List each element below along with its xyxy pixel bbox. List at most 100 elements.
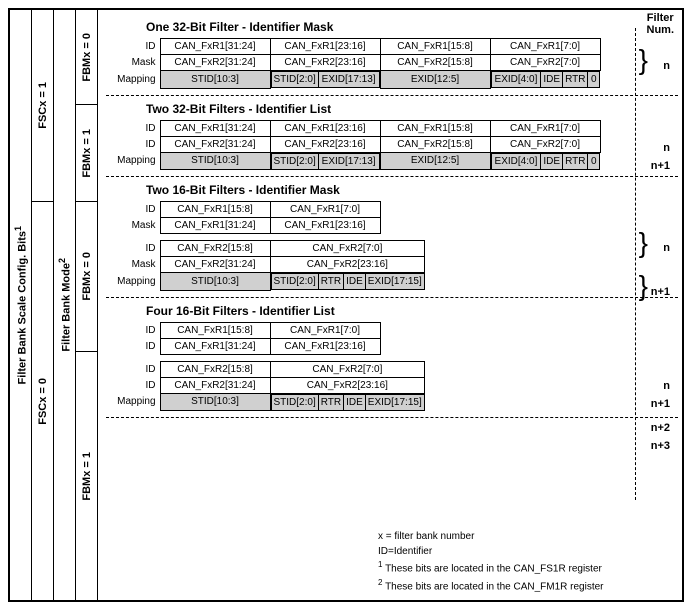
s1-mask-label: Mask [110, 55, 160, 71]
s2-r2-1: CAN_FxR2[23:16] [270, 136, 380, 152]
s1-r2-3: CAN_FxR2[7:0] [490, 55, 600, 71]
s1-r2-2: CAN_FxR2[15:8] [380, 55, 490, 71]
s4-fnum2: n+1 [651, 398, 670, 410]
s3-map-4: EXID[17:15] [365, 274, 424, 290]
s3-a-mask: Mask [110, 218, 160, 234]
s1-map-3: EXID[12:5] [380, 71, 490, 89]
dash-4 [106, 417, 678, 418]
s4-fnum4: n+3 [651, 440, 670, 452]
dash-3 [106, 297, 678, 298]
s1-map-4: EXID[4:0] [491, 72, 541, 88]
col-scale-config: Filter Bank Scale Config. Bits1 [10, 10, 32, 600]
s1-brace: } [639, 52, 648, 69]
s1-map-0: STID[10:3] [160, 71, 270, 89]
s3-map-3: IDE [344, 274, 366, 290]
s2-map-4: EXID[4:0] [491, 153, 541, 169]
s3-b1-1: CAN_FxR2[7:0] [270, 241, 425, 257]
s3-table-b: ID CAN_FxR2[15:8] CAN_FxR2[7:0] Mask CAN… [110, 240, 425, 291]
s4-map-label: Mapping [110, 393, 160, 411]
s2-fnum2: n+1 [651, 160, 670, 172]
col-fscx: FSCx = 1 FSCx = 0 [32, 10, 54, 600]
s4-map-0: STID[10:3] [160, 393, 270, 411]
s3-b2-0: CAN_FxR2[31:24] [160, 257, 270, 273]
s1-r1-3: CAN_FxR1[7:0] [490, 39, 600, 55]
s2-map-0: STID[10:3] [160, 152, 270, 170]
s2-map-6: RTR [563, 153, 588, 169]
s3-brace1: } [639, 235, 648, 252]
footnotes: x = filter bank number ID=Identifier 1 T… [378, 529, 604, 594]
s3-b-id: ID [110, 241, 160, 257]
s2-fnum1: n [663, 142, 670, 154]
s1-map-1: STID[2:0] [271, 72, 318, 88]
s1-fnum: n [663, 60, 670, 72]
s4-fnum1: n [663, 380, 670, 392]
label-fbmx-1a: FBMx = 1 [79, 125, 95, 182]
s4-b-id1: ID [110, 361, 160, 377]
label-fscx-0: FSCx = 0 [35, 374, 51, 429]
s3-brace2: } [639, 278, 648, 295]
s3-a1-0: CAN_FxR1[15:8] [160, 202, 270, 218]
s3-b1-0: CAN_FxR2[15:8] [160, 241, 270, 257]
dash-1 [106, 95, 678, 96]
s1-map-5: IDE [541, 72, 563, 88]
s1-id-label: ID [110, 39, 160, 55]
s3-b-mask: Mask [110, 257, 160, 273]
s2-r1-2: CAN_FxR1[15:8] [380, 120, 490, 136]
dashed-divider [635, 28, 636, 500]
filter-num-header: Filter Num. [647, 12, 675, 36]
s3-a2-0: CAN_FxR1[31:24] [160, 218, 270, 234]
s3-fnum1: n [663, 242, 670, 254]
s4-b1-1: CAN_FxR2[7:0] [270, 361, 425, 377]
s4-b2-1: CAN_FxR2[23:16] [270, 377, 425, 393]
s2-map-label: Mapping [110, 152, 160, 170]
label-scale-config: Filter Bank Scale Config. Bits1 [11, 222, 31, 388]
s1-r1-0: CAN_FxR1[31:24] [160, 39, 270, 55]
label-fbmx-0b: FBMx = 0 [79, 248, 95, 305]
col-bank-mode: Filter Bank Mode2 [54, 10, 76, 600]
s4-a1-0: CAN_FxR1[15:8] [160, 322, 270, 338]
s1-r1-1: CAN_FxR1[23:16] [270, 39, 380, 55]
footnote-3: 1 These bits are located in the CAN_FS1R… [378, 559, 604, 576]
s2-r1-0: CAN_FxR1[31:24] [160, 120, 270, 136]
s4-table-b: ID CAN_FxR2[15:8] CAN_FxR2[7:0] ID CAN_F… [110, 361, 425, 412]
s4-b-id2: ID [110, 377, 160, 393]
s2-id1: ID [110, 120, 160, 136]
s4-title: Four 16-Bit Filters - Identifier List [146, 304, 678, 318]
diagram-frame: Filter Bank Scale Config. Bits1 FSCx = 1… [8, 8, 684, 602]
s2-table: ID CAN_FxR1[31:24] CAN_FxR1[23:16] CAN_F… [110, 120, 601, 171]
s2-id2: ID [110, 136, 160, 152]
s3-table-a: ID CAN_FxR1[15:8] CAN_FxR1[7:0] Mask CAN… [110, 201, 381, 234]
label-fbmx-1b: FBMx = 1 [79, 448, 95, 505]
s1-table: ID CAN_FxR1[31:24] CAN_FxR1[23:16] CAN_F… [110, 38, 601, 89]
col-fbmx: FBMx = 0 FBMx = 1 FBMx = 0 FBMx = 1 [76, 10, 98, 600]
s2-r2-0: CAN_FxR2[31:24] [160, 136, 270, 152]
s1-map-7: 0 [588, 72, 600, 88]
s2-r2-2: CAN_FxR2[15:8] [380, 136, 490, 152]
s2-r1-3: CAN_FxR1[7:0] [490, 120, 600, 136]
footnote-4: 2 These bits are located in the CAN_FM1R… [378, 577, 604, 594]
s2-map-7: 0 [588, 153, 600, 169]
footnote-2: ID=Identifier [378, 544, 604, 559]
s2-r1-1: CAN_FxR1[23:16] [270, 120, 380, 136]
s4-map-2: RTR [318, 394, 343, 410]
s1-r2-0: CAN_FxR2[31:24] [160, 55, 270, 71]
s1-map-2: EXID[17:13] [318, 72, 379, 88]
s1-title: One 32-Bit Filter - Identifier Mask [146, 20, 678, 34]
s2-map-3: EXID[12:5] [380, 152, 490, 170]
s3-a2-1: CAN_FxR1[23:16] [270, 218, 380, 234]
s2-map-1: STID[2:0] [271, 153, 318, 169]
s1-r2-1: CAN_FxR2[23:16] [270, 55, 380, 71]
dash-2 [106, 176, 678, 177]
s4-map-3: IDE [344, 394, 366, 410]
s3-map-2: RTR [318, 274, 343, 290]
s2-map-5: IDE [541, 153, 563, 169]
s3-map-0: STID[10:3] [160, 273, 270, 291]
s3-a-id: ID [110, 202, 160, 218]
content-area: Filter Num. One 32-Bit Filter - Identifi… [98, 10, 682, 600]
s4-b1-0: CAN_FxR2[15:8] [160, 361, 270, 377]
s3-map-label: Mapping [110, 273, 160, 291]
s2-map-2: EXID[17:13] [318, 153, 379, 169]
s4-map-4: EXID[17:15] [365, 394, 424, 410]
s4-a2-1: CAN_FxR1[23:16] [270, 338, 380, 354]
label-bank-mode: Filter Bank Mode2 [55, 254, 75, 356]
